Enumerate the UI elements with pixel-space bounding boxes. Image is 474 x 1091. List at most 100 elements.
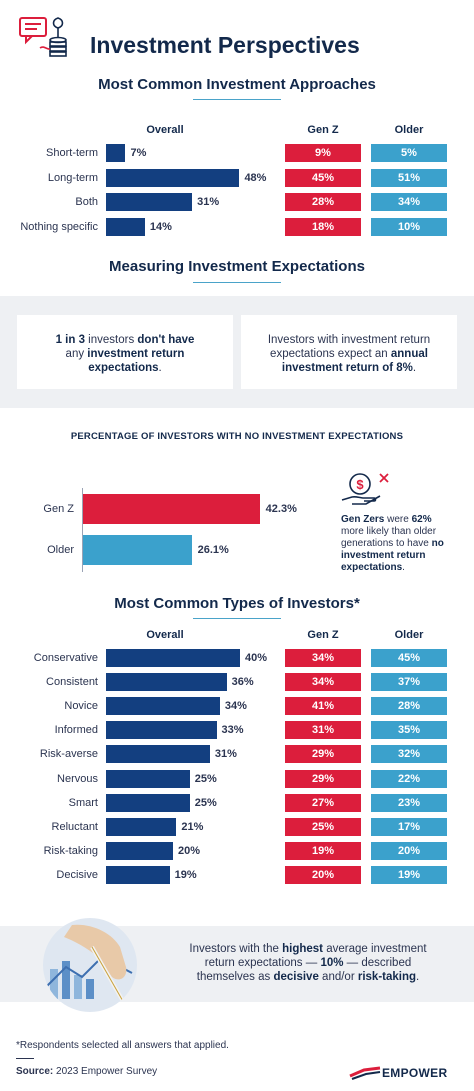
- types-label-smart: Smart: [68, 796, 98, 809]
- types-cell-older-reluctant: 17%: [371, 817, 447, 836]
- insight-text-3: average investment: [323, 943, 427, 955]
- insight-text-8: decisive: [273, 971, 319, 983]
- note-text-2: were: [384, 514, 412, 525]
- types-bar-overall-risk-taking: [106, 841, 173, 860]
- approaches-col-older: Older: [394, 124, 424, 136]
- types-value-overall-novice: 34%: [224, 700, 247, 713]
- card2-text-1: Investors with investment return: [267, 334, 431, 346]
- types-cell-older-smart: 23%: [371, 793, 447, 812]
- approaches-value-overall-both: 31%: [197, 196, 220, 208]
- note-text-6: no: [431, 538, 444, 549]
- approaches-cell-older-both: 34%: [371, 193, 447, 211]
- source: Source: 2023 Empower Survey: [16, 1066, 157, 1077]
- insight-text-5: 10%: [320, 957, 344, 969]
- card2-text-5: .: [412, 362, 417, 374]
- card1-text-5: investment return: [87, 348, 185, 360]
- types-label-risk-taking: Risk-taking: [43, 844, 98, 857]
- insight-text-2: highest: [282, 943, 323, 955]
- hand-money-icon: $: [341, 473, 389, 505]
- types-bar-overall-conservative: [106, 649, 240, 667]
- insight-text-4: return expectations —: [204, 957, 321, 969]
- types-col-older: Older: [394, 629, 424, 641]
- approaches-bar-overall-nothing-specific: [106, 217, 145, 236]
- types-cell-older-consistent: 37%: [371, 673, 447, 692]
- approaches-col-genz: Gen Z: [307, 124, 339, 136]
- types-bar-overall-informed: [106, 721, 217, 740]
- card2-text-2: expectations expect an: [270, 348, 391, 360]
- no-exp-bar-older: [82, 535, 192, 565]
- source-label: Source:: [16, 1066, 54, 1077]
- types-cell-older-decisive: 19%: [371, 865, 447, 884]
- footnote: *Respondents selected all answers that a…: [16, 1040, 229, 1051]
- note-text-1: Gen Zers: [341, 514, 385, 525]
- types-cell-older-risk-averse: 32%: [371, 745, 447, 764]
- approaches-bar-overall-both: [106, 193, 193, 211]
- chart-analysis-photo: [43, 918, 137, 1012]
- approaches-heading: Most Common Investment Approaches: [98, 76, 376, 93]
- card1-text-2: investors: [88, 334, 138, 346]
- card1-text-7: .: [158, 362, 162, 374]
- types-col-genz: Gen Z: [307, 629, 339, 641]
- types-bar-overall-consistent: [106, 673, 227, 692]
- no-exp-label-gen-z: Gen Z: [43, 503, 74, 515]
- note-text-7: investment return: [341, 550, 426, 561]
- approaches-bar-overall-long-term: [106, 168, 240, 187]
- types-cell-genz-consistent: 34%: [285, 673, 361, 692]
- approaches-label-nothing-specific: Nothing specific: [20, 220, 98, 233]
- types-value-overall-decisive: 19%: [174, 868, 197, 881]
- approaches-label-long-term: Long-term: [47, 171, 98, 184]
- approaches-underline: [193, 99, 281, 100]
- no-exp-label-older: Older: [47, 544, 74, 556]
- card1-text-4: any: [65, 348, 88, 360]
- svg-text:$: $: [356, 477, 364, 492]
- insight-text: Investors with the highest average inves…: [158, 942, 458, 984]
- types-value-overall-reluctant: 21%: [181, 820, 204, 833]
- no-exp-value-gen-z: 42.3%: [265, 503, 297, 515]
- no-expectations-heading: PERCENTAGE OF INVESTORS WITH NO INVESTME…: [70, 431, 404, 442]
- approaches-value-overall-nothing-specific: 14%: [149, 220, 172, 233]
- no-exp-value-older: 26.1%: [197, 544, 229, 556]
- types-label-conservative: Conservative: [33, 652, 98, 664]
- insight-text-10: risk-taking: [357, 971, 417, 983]
- approaches-label-both: Both: [75, 196, 98, 208]
- card1-text-1: 1 in 3: [55, 334, 89, 346]
- types-bar-overall-decisive: [106, 865, 170, 884]
- insight-text-1: Investors with the: [189, 943, 283, 955]
- types-cell-older-conservative: 45%: [371, 649, 447, 667]
- insight-text-7: themselves as: [196, 971, 274, 983]
- approaches-col-overall: Overall: [146, 124, 184, 136]
- note-text-9: .: [402, 562, 405, 573]
- approaches-cell-genz-both: 28%: [285, 193, 361, 211]
- page-title: Investment Perspectives: [90, 32, 360, 58]
- approaches-label-short-term: Short-term: [46, 147, 98, 159]
- card2-text-3: annual: [390, 348, 428, 360]
- expectations-card-2: Investors with investment return expecta…: [241, 315, 457, 389]
- types-cell-older-nervous: 22%: [371, 769, 447, 788]
- types-value-overall-consistent: 36%: [231, 676, 254, 689]
- insight-text-6: — described: [343, 957, 412, 969]
- approaches-value-overall-long-term: 48%: [244, 171, 267, 184]
- approaches-value-overall-short-term: 7%: [130, 147, 147, 159]
- approaches-cell-older-long-term: 51%: [371, 168, 447, 187]
- types-cell-genz-informed: 31%: [285, 721, 361, 740]
- types-cell-genz-decisive: 20%: [285, 865, 361, 884]
- types-cell-genz-nervous: 29%: [285, 769, 361, 788]
- approaches-cell-genz-short-term: 9%: [285, 144, 361, 162]
- no-exp-bar-gen-z: [82, 494, 260, 524]
- types-cell-genz-risk-taking: 19%: [285, 841, 361, 860]
- note-text-4: more likely than older: [341, 526, 437, 537]
- types-cell-genz-risk-averse: 29%: [285, 745, 361, 764]
- types-underline: [193, 618, 281, 619]
- expectations-card-1: 1 in 3 investors don't have any investme…: [17, 315, 233, 389]
- types-heading: Most Common Types of Investors*: [114, 595, 360, 612]
- empower-logo-icon: [349, 1066, 381, 1080]
- types-label-risk-averse: Risk-averse: [39, 748, 98, 761]
- types-bar-overall-risk-averse: [106, 745, 210, 764]
- note-text-8: expectations: [341, 562, 403, 573]
- chat-plant-icon: [19, 17, 67, 57]
- types-label-decisive: Decisive: [56, 868, 98, 881]
- types-cell-genz-conservative: 34%: [285, 649, 361, 667]
- types-label-novice: Novice: [64, 700, 98, 713]
- types-cell-older-informed: 35%: [371, 721, 447, 740]
- types-value-overall-smart: 25%: [194, 796, 217, 809]
